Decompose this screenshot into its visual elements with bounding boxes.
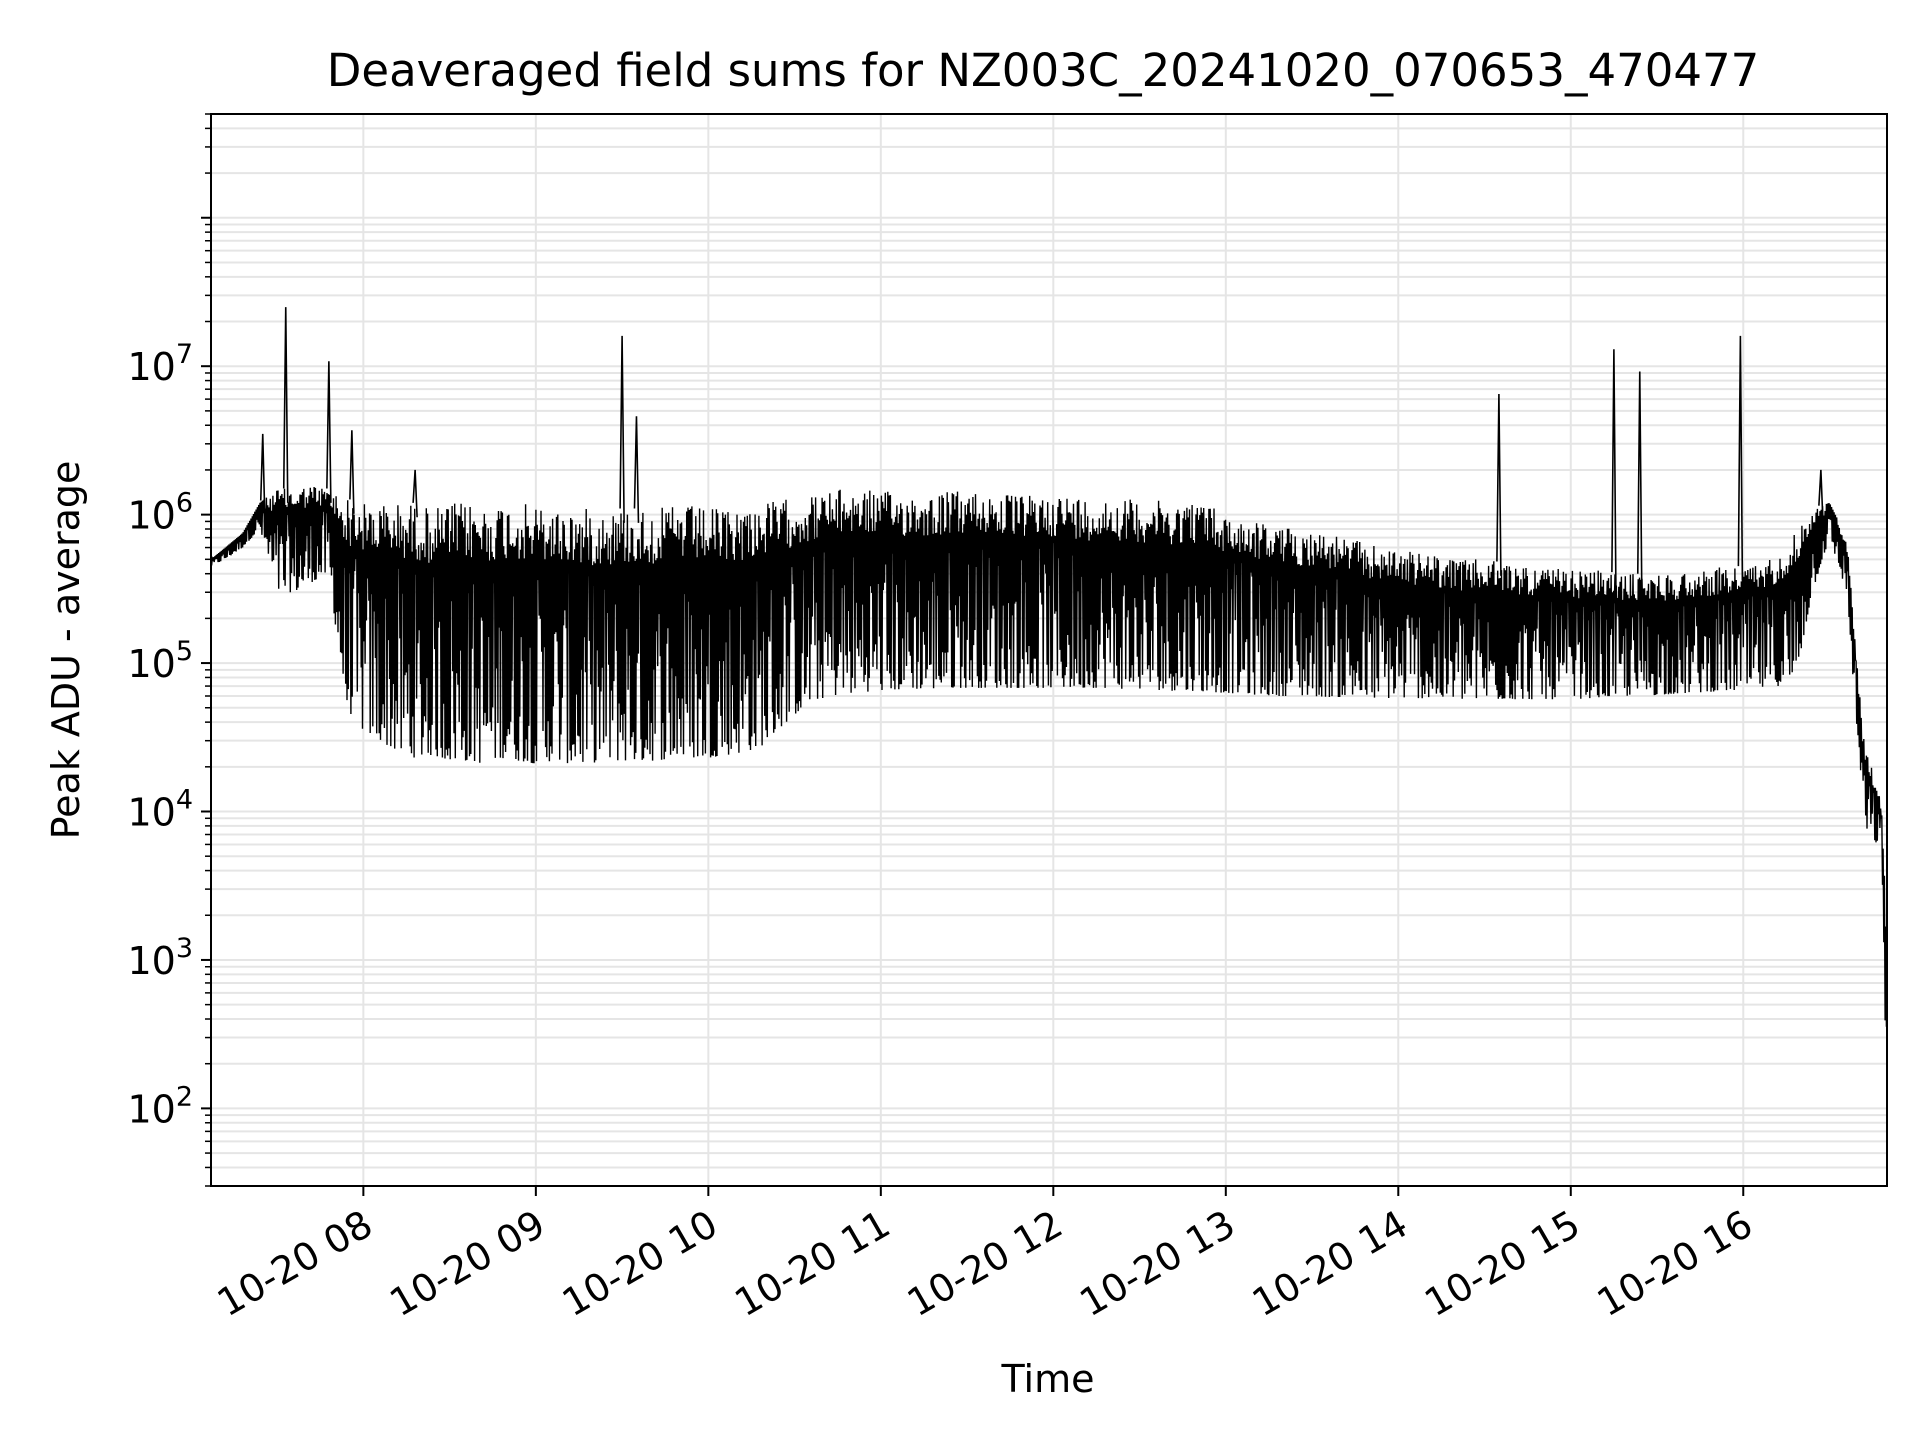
y-tick-label: 106 [127, 488, 193, 538]
spike [633, 416, 640, 523]
y-tick-label: 105 [127, 636, 193, 686]
y-tick-label: 104 [127, 785, 193, 835]
spike [282, 307, 289, 503]
x-axis-label: Time [1001, 1357, 1095, 1401]
spike [412, 469, 418, 518]
y-tick-label: 107 [127, 339, 193, 389]
spike [349, 430, 355, 514]
spike [619, 335, 625, 523]
spike [326, 361, 332, 503]
spike [1496, 393, 1502, 576]
chart-title: Deaveraged field sums for NZ003C_2024102… [327, 44, 1759, 97]
y-tick-label: 103 [127, 933, 193, 983]
signal-line [210, 486, 1888, 1027]
y-axis-label: Peak ADU - average [44, 461, 88, 840]
spike [1737, 335, 1744, 581]
spike [259, 433, 266, 515]
y-tick-label: 102 [127, 1081, 193, 1131]
plot-frame [210, 113, 1888, 1187]
spike [1818, 469, 1824, 521]
grid [211, 113, 1887, 1187]
spike [1611, 349, 1617, 587]
spike [1636, 371, 1643, 589]
data-series [210, 307, 1888, 1027]
